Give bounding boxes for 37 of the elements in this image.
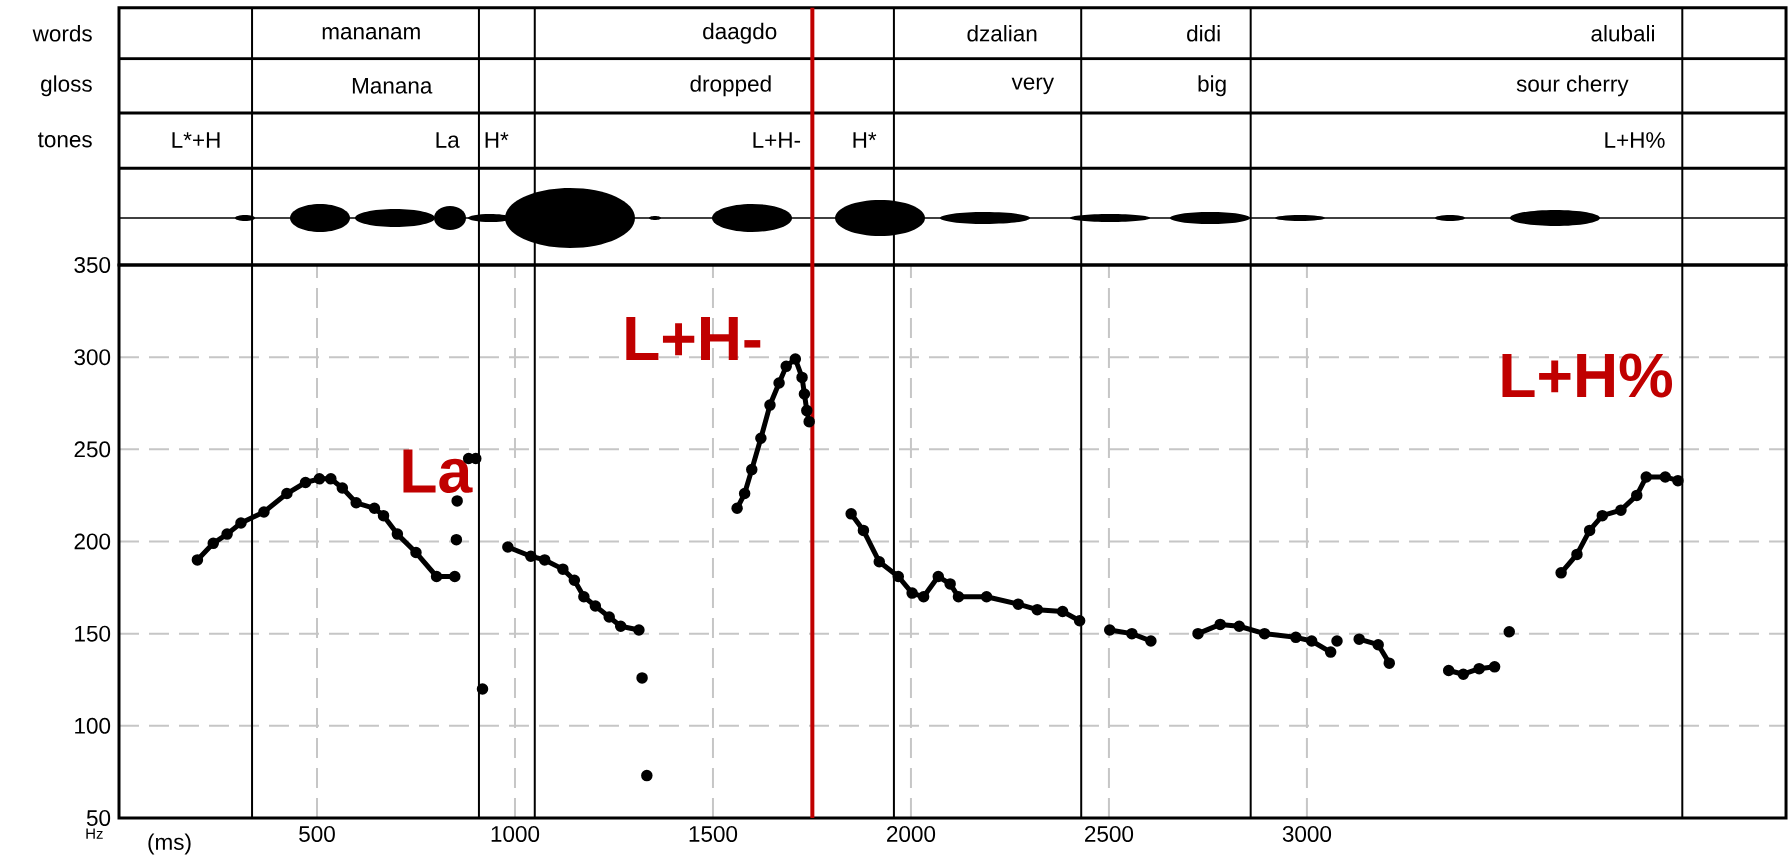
x-axis-title: (ms) bbox=[148, 833, 191, 855]
annotation: La bbox=[403, 449, 473, 494]
x-tick-label: 2500 bbox=[1085, 825, 1134, 842]
y-tick-label: 300 bbox=[74, 349, 111, 366]
annotation: L+H- bbox=[626, 317, 761, 361]
y-axis-title: Hz bbox=[86, 828, 103, 839]
text: H* bbox=[853, 132, 877, 148]
text: alubali bbox=[1591, 25, 1654, 42]
text: tones bbox=[37, 132, 92, 148]
x-tick-label: 2000 bbox=[887, 825, 936, 842]
x-tick-label: 1000 bbox=[491, 825, 540, 842]
x-tick-label: 500 bbox=[299, 825, 335, 842]
text: very bbox=[1011, 77, 1055, 95]
text: mananam bbox=[322, 27, 420, 40]
text: H* bbox=[485, 132, 509, 148]
text: Manana bbox=[352, 77, 433, 94]
text: dzalian bbox=[967, 25, 1037, 42]
text: gloss bbox=[41, 75, 92, 97]
text: L+H- bbox=[753, 132, 801, 148]
annotation: L+H% bbox=[1502, 353, 1673, 398]
text: L+H% bbox=[1605, 132, 1665, 148]
text: didi bbox=[1187, 25, 1220, 42]
y-tick-label: 100 bbox=[75, 717, 111, 734]
text: words bbox=[32, 25, 92, 42]
y-tick-label: 350 bbox=[74, 257, 111, 273]
y-tick-label: 50 bbox=[86, 810, 111, 826]
y-tick-label: 250 bbox=[74, 441, 111, 458]
y-tick-label: 150 bbox=[75, 625, 111, 642]
text: daagdo bbox=[703, 22, 777, 44]
text: La bbox=[436, 132, 460, 148]
text: L*+H bbox=[172, 132, 220, 148]
text: big bbox=[1198, 75, 1226, 97]
text: sour cherry bbox=[1516, 75, 1629, 97]
x-tick-label: 3000 bbox=[1282, 825, 1332, 842]
y-tick-label: 200 bbox=[74, 533, 111, 550]
text: dropped bbox=[690, 75, 771, 97]
x-tick-label: 1500 bbox=[689, 825, 738, 842]
